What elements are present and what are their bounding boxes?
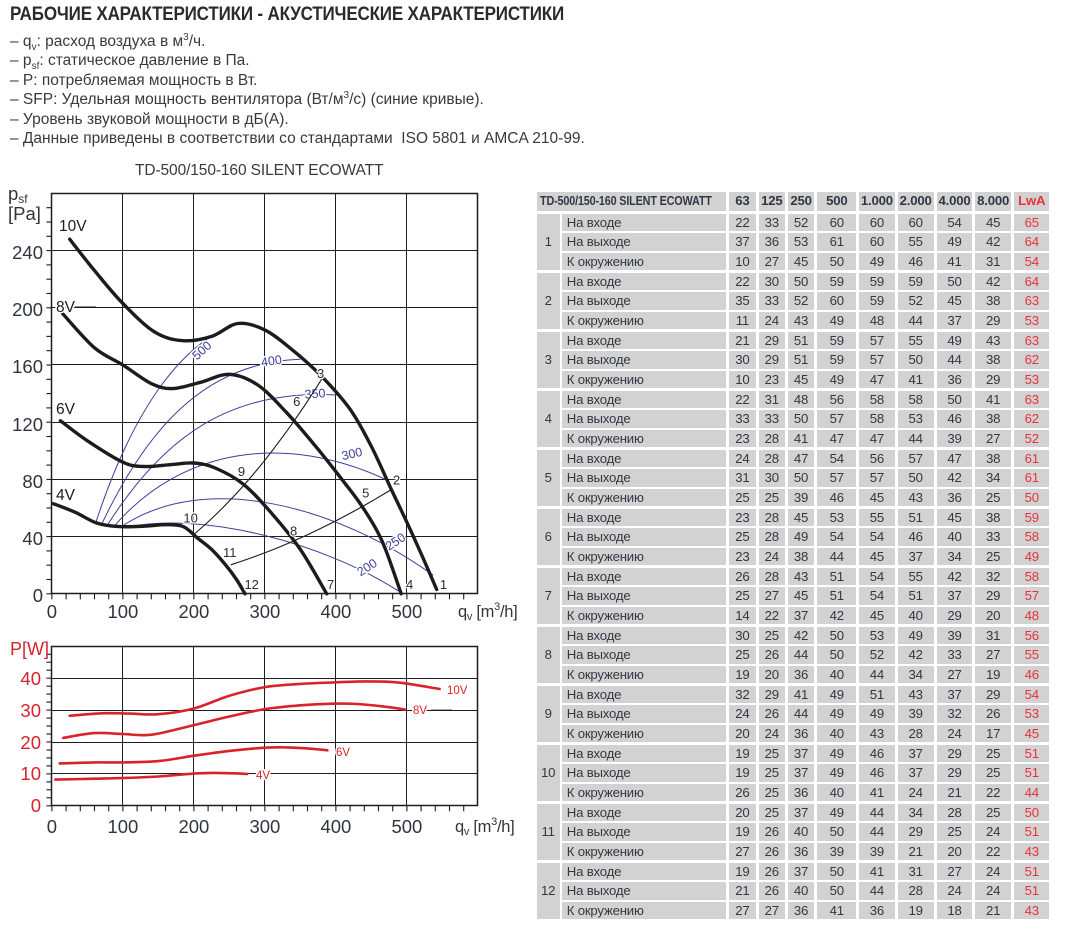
svg-text:0: 0 [47,816,57,837]
svg-text:[Pa]: [Pa] [8,203,41,224]
svg-text:300: 300 [249,816,280,837]
svg-text:8V: 8V [56,299,76,316]
svg-text:20: 20 [20,732,41,753]
svg-text:200: 200 [355,556,380,579]
svg-text:400: 400 [260,352,283,369]
svg-text:8V: 8V [413,705,427,717]
svg-text:qv [m3/h]: qv [m3/h] [458,601,517,623]
svg-text:10V: 10V [447,685,468,697]
svg-text:0: 0 [47,601,57,622]
svg-text:400: 400 [320,816,351,837]
svg-text:160: 160 [12,356,43,377]
svg-text:400: 400 [320,601,351,622]
svg-text:500: 500 [391,816,422,837]
svg-text:500: 500 [391,601,422,622]
svg-text:200: 200 [12,299,43,320]
svg-text:10V: 10V [59,218,87,235]
svg-text:2: 2 [393,472,400,487]
svg-text:12: 12 [244,577,258,592]
svg-text:4: 4 [406,577,413,592]
svg-text:0: 0 [33,585,43,606]
svg-text:8: 8 [290,524,297,539]
svg-text:100: 100 [107,816,138,837]
svg-text:6V: 6V [56,401,76,418]
svg-text:4V: 4V [256,770,270,782]
svg-text:30: 30 [20,700,41,721]
svg-text:80: 80 [22,471,43,492]
svg-text:200: 200 [178,816,209,837]
svg-text:4V: 4V [56,487,76,504]
svg-text:350: 350 [304,386,326,401]
svg-text:9: 9 [238,464,245,479]
svg-text:40: 40 [22,528,43,549]
svg-text:11: 11 [223,545,237,560]
svg-text:300: 300 [249,601,280,622]
svg-text:10: 10 [183,511,197,526]
svg-text:100: 100 [107,601,138,622]
svg-text:7: 7 [327,577,334,592]
svg-text:6V: 6V [336,747,350,759]
svg-text:10: 10 [20,763,41,784]
svg-text:5: 5 [362,485,369,500]
svg-text:240: 240 [12,242,43,263]
svg-text:qv [m3/h]: qv [m3/h] [455,816,514,838]
svg-text:0: 0 [31,795,41,816]
svg-text:6: 6 [293,394,300,409]
svg-text:120: 120 [12,414,43,435]
svg-text:300: 300 [340,445,364,463]
svg-text:40: 40 [20,668,41,689]
svg-text:P[W]: P[W] [10,639,49,659]
svg-text:200: 200 [178,601,209,622]
svg-text:3: 3 [317,366,324,381]
svg-text:1: 1 [440,577,447,592]
